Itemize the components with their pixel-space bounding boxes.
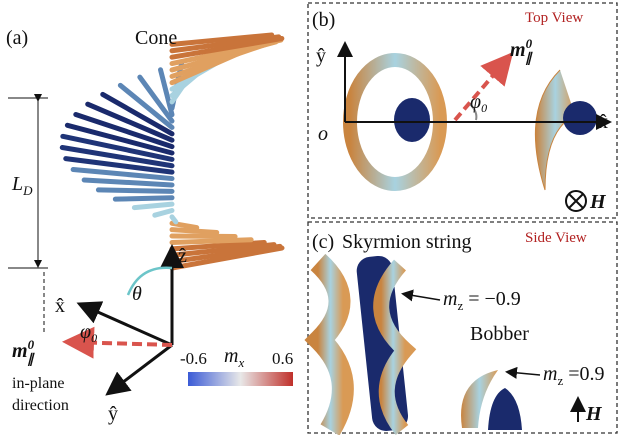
subscript: ∥ <box>27 351 35 367</box>
period-label: LD <box>11 173 33 198</box>
spin-arrow <box>172 230 217 233</box>
bobber-value-label: mz =0.9 <box>543 363 605 388</box>
value-text: = −0.9 <box>463 288 521 310</box>
view-label: Top View <box>525 10 583 26</box>
colorbar-min: -0.6 <box>180 349 207 368</box>
spin-arrow <box>84 180 172 185</box>
subscript: D <box>22 183 33 198</box>
pointer <box>404 294 440 300</box>
panel-title: Skyrmion string <box>342 231 471 253</box>
subscript: ∥ <box>525 50 533 66</box>
subscript: 0 <box>481 101 487 115</box>
spin-arrow <box>115 198 172 199</box>
string-label: mz = −0.9 <box>443 288 521 313</box>
panel-label: (c) <box>312 231 334 253</box>
symbol: φ <box>80 321 91 343</box>
view-label: Side View <box>525 230 587 246</box>
in-plane-label: direction <box>12 397 69 414</box>
core <box>394 98 430 142</box>
symbol: φ <box>470 91 481 113</box>
panel-label: (a) <box>6 27 28 49</box>
subscript: x <box>237 355 244 370</box>
spin-arrow <box>172 240 251 243</box>
colorbar-max: 0.6 <box>272 349 293 368</box>
y-axis-label: ŷ <box>316 45 326 67</box>
pointer <box>508 372 540 375</box>
symbol: m <box>443 288 457 310</box>
spin-arrow <box>155 211 172 216</box>
y-axis-label: ŷ <box>108 403 118 425</box>
panel-frame <box>308 222 617 433</box>
panel-label: (b) <box>312 9 335 31</box>
into-page-symbol <box>569 194 583 208</box>
spin-arrow <box>134 204 172 207</box>
field-label: H <box>589 191 607 213</box>
bobber-label: Bobber <box>470 323 529 345</box>
superscript: 0 <box>28 337 35 352</box>
theta-label: θ <box>132 283 142 305</box>
helix-arrows <box>62 35 282 268</box>
superscript: 0 <box>526 36 533 51</box>
figure: (a) Cone LD ẑ x̂ ŷ θ φ0 m0∥ in-plane dir… <box>0 0 619 435</box>
in-plane-label: in-plane <box>12 375 64 392</box>
colorbar <box>188 372 293 386</box>
bobber-core <box>488 388 522 430</box>
x-axis-label: x̂ <box>598 111 608 133</box>
colorbar-label: mx <box>224 345 244 370</box>
string-shell <box>318 262 343 430</box>
m-label: m0∥ <box>12 337 35 367</box>
symbol: m <box>543 363 557 385</box>
spin-arrow <box>98 190 172 191</box>
symbol: m <box>12 340 28 362</box>
bobber-core <box>563 101 597 135</box>
phi-label: φ0 <box>80 321 97 345</box>
spin-arrow <box>172 217 176 222</box>
origin-label: o <box>318 123 328 145</box>
x-axis-label: x̂ <box>55 295 65 317</box>
field-label: H <box>585 403 603 425</box>
m-label: m0∥ <box>510 36 533 66</box>
z-axis-label: ẑ <box>178 245 187 267</box>
value-text: =0.9 <box>563 363 604 385</box>
symbol: L <box>11 173 23 195</box>
y-axis <box>110 345 172 392</box>
symbol: m <box>510 39 526 61</box>
subscript: 0 <box>91 331 97 345</box>
panel-title: Cone <box>135 27 177 49</box>
symbol: m <box>224 345 238 367</box>
phi-label: φ0 <box>470 91 487 115</box>
